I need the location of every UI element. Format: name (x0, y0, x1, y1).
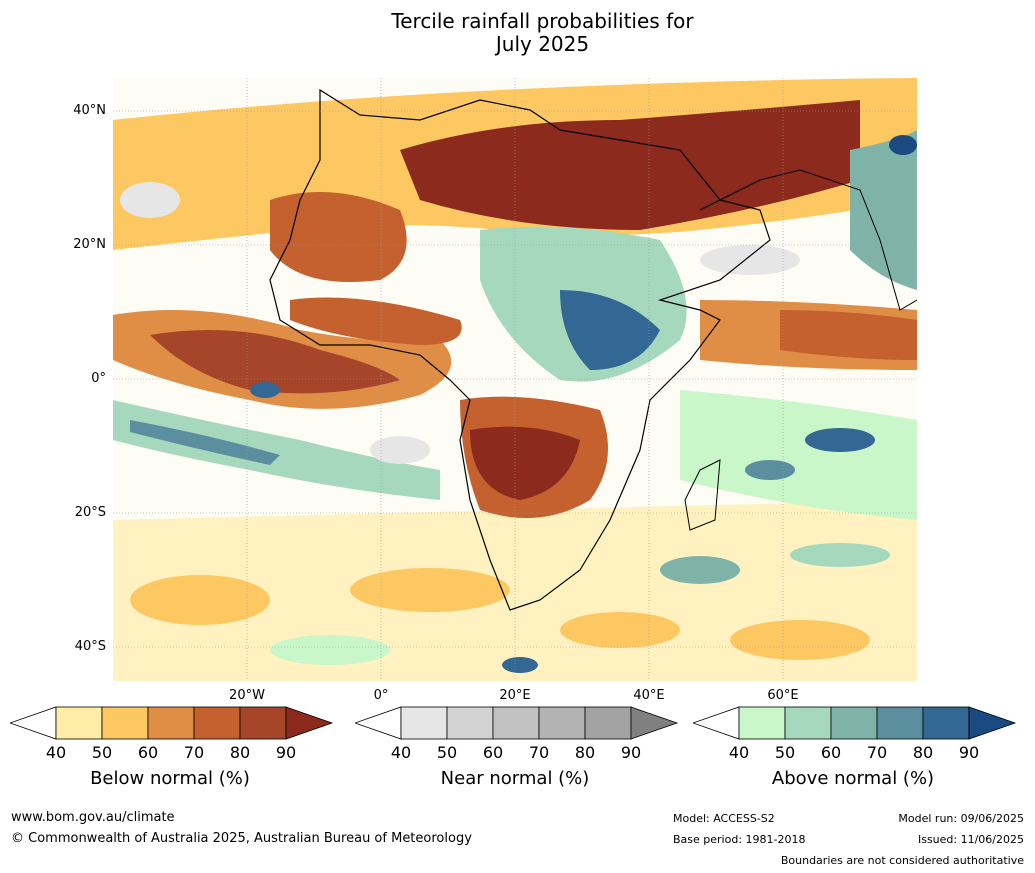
footer-disclaimer: Boundaries are not considered authoritat… (780, 854, 1024, 867)
footer-copyright: © Commonwealth of Australia 2025, Austra… (11, 831, 472, 846)
below-tick-70: 70 (183, 743, 205, 762)
graticule (113, 78, 917, 681)
footer-base-period: Base period: 1981-2018 (673, 833, 806, 846)
footer-issued: Issued: 11/06/2025 (917, 833, 1024, 846)
above-tick-70: 70 (866, 743, 888, 762)
near-tick-40: 40 (390, 743, 412, 762)
colorbar-below-normal (10, 706, 334, 740)
lon-label-60e: 60°E (767, 688, 799, 703)
lon-label-20w: 20°W (229, 688, 265, 703)
above-tick-80: 80 (912, 743, 934, 762)
below-tick-60: 60 (137, 743, 159, 762)
above-tick-60: 60 (820, 743, 842, 762)
near-tick-80: 80 (574, 743, 596, 762)
near-tick-70: 70 (528, 743, 550, 762)
colorbar-above-normal (693, 706, 1017, 740)
above-tick-50: 50 (774, 743, 796, 762)
map-field (113, 78, 917, 681)
lon-label-40e: 40°E (633, 688, 665, 703)
below-tick-50: 50 (91, 743, 113, 762)
lat-label-40s: 40°S (74, 639, 106, 654)
indian-ocean-wet (680, 390, 917, 520)
lat-label-20n: 20°N (73, 237, 106, 252)
colorbar-title-below: Below normal (%) (90, 768, 250, 789)
asia-coastline (699, 169, 917, 311)
lat-label-40n: 40°N (73, 103, 106, 118)
above-tick-90: 90 (958, 743, 980, 762)
africa-coastline (269, 88, 771, 611)
near-tick-50: 50 (436, 743, 458, 762)
footer-model: Model: ACCESS-S2 (673, 812, 775, 825)
lat-label-20s: 20°S (74, 505, 106, 520)
chart-title: Tercile rainfall probabilities for July … (0, 10, 1035, 56)
title-line-2: July 2025 (495, 32, 590, 56)
title-line-1: Tercile rainfall probabilities for (391, 9, 694, 33)
below-tick-40: 40 (45, 743, 67, 762)
lon-label-20e: 20°E (499, 688, 531, 703)
footer-model-run: Model run: 09/06/2025 (898, 812, 1024, 825)
madagascar-outline (684, 459, 721, 531)
near-tick-60: 60 (482, 743, 504, 762)
lon-label-0: 0° (373, 688, 389, 703)
colorbar-title-above: Above normal (%) (771, 768, 935, 789)
below-tick-90: 90 (275, 743, 297, 762)
near-tick-90: 90 (620, 743, 642, 762)
colorbar-title-near: Near normal (%) (440, 768, 590, 789)
above-tick-40: 40 (728, 743, 750, 762)
colorbar-near-normal (355, 706, 679, 740)
footer-url: www.bom.gov.au/climate (11, 810, 175, 825)
below-tick-80: 80 (229, 743, 251, 762)
lat-label-0: 0° (91, 371, 106, 386)
